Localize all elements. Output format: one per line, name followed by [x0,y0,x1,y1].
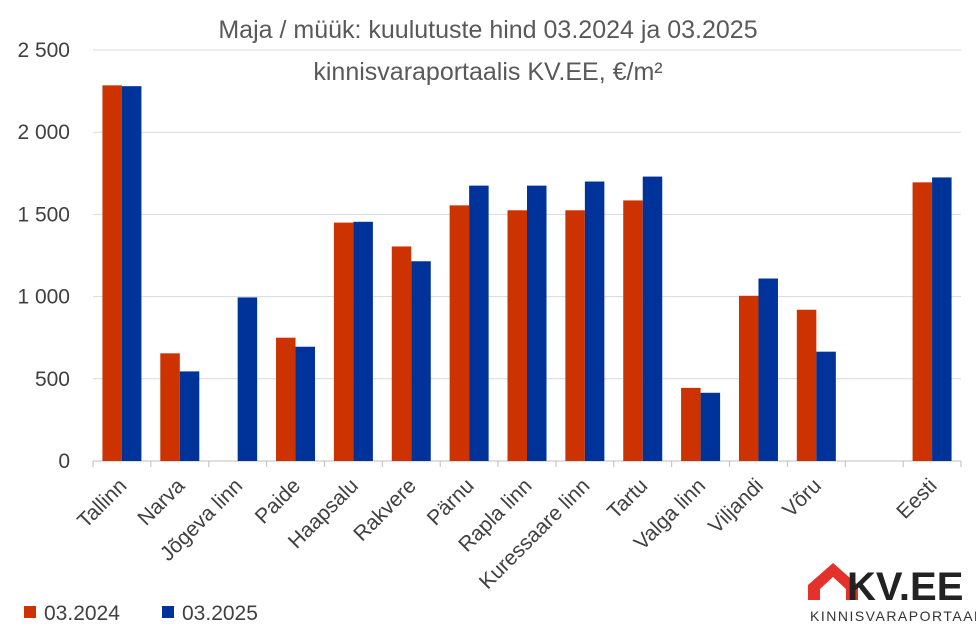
legend: 03.2024 03.2025 [24,602,258,625]
bar-03.2025-Tallinn [121,86,142,461]
y-tick-label: 1 500 [17,203,70,226]
x-tick-label: Tartu [603,474,652,523]
bar-03.2024-Pärnu [449,205,470,461]
x-tick-label: Tallinn [73,474,131,532]
bar-03.2025-Rakvere [411,261,431,461]
bar-03.2025-Pärnu [469,185,489,461]
bar-03.2025-Valga linn [700,392,721,461]
logo-brand-text: KV.EE [847,565,963,609]
bar-03.2024-Eesti [912,182,933,462]
bar-03.2024-Tallinn [102,85,122,461]
bar-03.2024-Paide [276,337,296,461]
bar-03.2025-Võru [816,351,836,461]
bar-03.2024-Rakvere [391,246,412,461]
bar-03.2024-Rapla linn [507,210,527,461]
bar-03.2024-Narva [160,353,180,461]
x-tick-label: Narva [133,474,189,530]
y-tick-label: 0 [58,450,70,473]
y-tick-label: 500 [35,368,70,391]
y-tick-label: 1 000 [17,286,70,309]
bar-03.2024-Valga linn [681,387,701,461]
bar-03.2025-Rapla linn [527,185,547,461]
y-tick-label: 2 500 [17,39,70,62]
house-icon [808,563,858,600]
logo-tagline: KINNISVARAPORTAAL [810,608,976,624]
legend-swatch [24,606,36,618]
x-tick-label: Rakvere [349,474,421,546]
bar-03.2024-Kuressaare linn [565,210,585,461]
x-tick-label: Pärnu [423,474,479,530]
y-tick-label: 2 000 [17,121,70,144]
bar-03.2024-Võru [796,309,817,461]
bar-03.2024-Tartu [623,200,643,461]
legend-label: 03.2024 [44,602,120,625]
x-tick-label: Võru [778,474,826,522]
x-tick-label: Paide [251,474,305,528]
y-axis: 0 500 1 000 1 500 2 000 2 500 [17,39,70,473]
chart-subtitle: kinnisvaraportaalis KV.EE, €/m² [313,58,662,86]
kv-ee-logo: KV.EE KINNISVARAPORTAAL [808,563,976,624]
bar-03.2025-Narva [179,371,200,461]
bars [102,85,952,462]
bar-03.2025-Kuressaare linn [584,181,605,461]
bar-03.2025-Tartu [642,176,663,461]
bar-03.2024-Viljandi [738,295,759,461]
legend-swatch [162,606,174,618]
bar-03.2025-Viljandi [758,278,778,461]
x-tick-label: Eesti [892,474,941,523]
bar-03.2024-Haapsalu [333,222,354,461]
bar-03.2025-Paide [295,346,316,461]
bar-03.2025-Haapsalu [353,221,373,461]
legend-label: 03.2025 [182,602,258,625]
bar-03.2025-Jõgeva linn [237,297,258,461]
bar-03.2025-Eesti [932,177,952,461]
x-tick-label: Viljandi [704,474,768,538]
chart-title: Maja / müük: kuulutuste hind 03.2024 ja … [218,16,757,44]
